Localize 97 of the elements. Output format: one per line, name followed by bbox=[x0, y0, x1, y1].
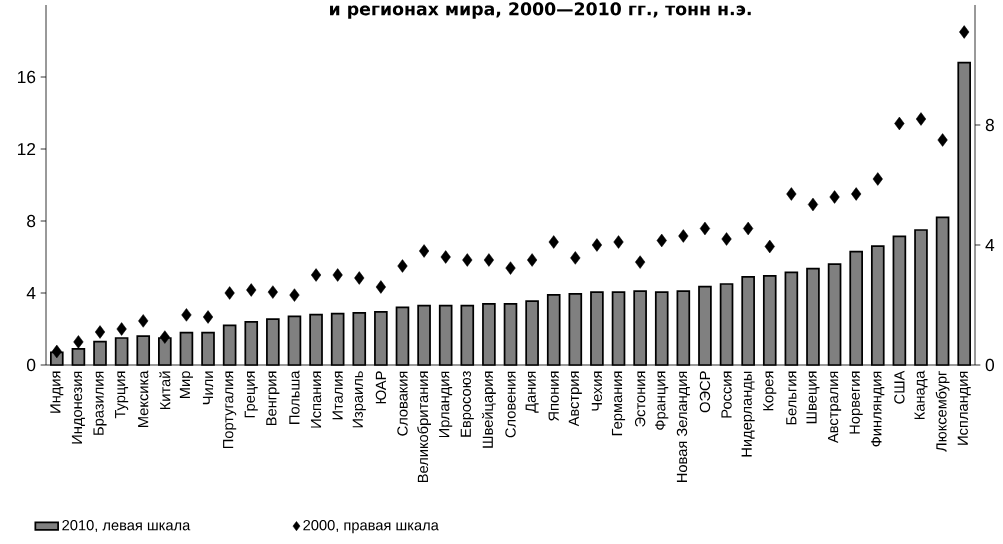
point bbox=[656, 233, 667, 248]
x-tick-label: Чили bbox=[202, 371, 214, 405]
point bbox=[937, 133, 948, 147]
point bbox=[872, 172, 883, 186]
x-tick-label: ОЭСР bbox=[699, 371, 711, 413]
x-tick-label: Испландия bbox=[957, 371, 971, 445]
x-tick-label: Люксембург bbox=[935, 371, 950, 452]
x-tick-label: Финляндия bbox=[871, 371, 885, 447]
point bbox=[894, 116, 905, 131]
point bbox=[764, 239, 775, 254]
y-tick-label: 8 bbox=[27, 214, 36, 228]
x-tick-label: Евросоюз bbox=[460, 371, 474, 437]
x-tick-label: Польша bbox=[289, 370, 300, 424]
point bbox=[721, 232, 732, 246]
y2-tick-label: 0 bbox=[985, 358, 995, 372]
x-tick-label: Израиль bbox=[352, 371, 366, 428]
x-tick-label: Индонезия bbox=[71, 371, 85, 444]
point bbox=[807, 197, 819, 212]
x-tick-label: Нидерланды bbox=[741, 371, 755, 457]
x-tick-label: Швеция bbox=[806, 371, 820, 424]
point bbox=[181, 308, 192, 322]
point bbox=[375, 280, 386, 294]
x-tick-label: Словения bbox=[505, 371, 516, 438]
point bbox=[613, 235, 624, 249]
x-tick-label: Чехия bbox=[591, 371, 603, 411]
point bbox=[289, 288, 300, 302]
x-tick-label: Индия bbox=[50, 371, 64, 413]
point bbox=[94, 325, 106, 339]
x-tick-label: Китай bbox=[159, 371, 171, 410]
point bbox=[224, 286, 235, 300]
point bbox=[743, 221, 754, 236]
point bbox=[73, 335, 84, 349]
x-tick-label: Канада bbox=[914, 370, 928, 420]
x-tick-label: Япония bbox=[548, 371, 559, 421]
point bbox=[548, 235, 559, 249]
point bbox=[851, 187, 862, 201]
x-tick-label: Венгрия bbox=[266, 371, 280, 426]
x-tick-label: Италия bbox=[332, 371, 343, 420]
point bbox=[310, 268, 322, 282]
x-tick-label: Португалия bbox=[223, 371, 237, 449]
y-tick-label: 0 bbox=[26, 358, 36, 372]
x-tick-label: Словакия bbox=[397, 371, 408, 436]
x-tick-label: Ирландия bbox=[439, 371, 453, 438]
point bbox=[138, 314, 149, 328]
x-tick-label: Турция bbox=[115, 371, 129, 419]
point bbox=[699, 221, 711, 236]
point bbox=[440, 250, 451, 264]
point bbox=[915, 112, 927, 126]
x-tick-label: Великобритания bbox=[417, 371, 431, 483]
point bbox=[505, 261, 516, 275]
x-tick-label: Греция bbox=[244, 371, 258, 418]
x-tick-label: Корея bbox=[763, 371, 777, 411]
point bbox=[570, 251, 581, 265]
y2-tick-label: 4 bbox=[985, 239, 995, 251]
x-tick-label: ЮАР bbox=[375, 371, 387, 404]
point bbox=[419, 244, 430, 258]
x-tick-label: Швейцария bbox=[481, 371, 496, 448]
point bbox=[267, 285, 278, 299]
y-tick-label: 16 bbox=[18, 70, 36, 84]
point bbox=[829, 190, 840, 204]
x-tick-label: Австралия bbox=[828, 371, 842, 444]
x-tick-label: Мир bbox=[179, 371, 193, 398]
x-tick-label: Бельгия bbox=[786, 371, 797, 425]
point bbox=[959, 25, 970, 39]
x-tick-label: Испания bbox=[310, 371, 322, 428]
point bbox=[527, 253, 538, 267]
x-tick-label: Германия bbox=[611, 371, 626, 436]
x-tick-label: Франция bbox=[655, 371, 669, 430]
point bbox=[51, 344, 62, 359]
point bbox=[159, 330, 170, 344]
x-tick-label: Россия bbox=[721, 371, 732, 418]
x-tick-label: Новая Зеландия bbox=[676, 371, 690, 482]
point bbox=[116, 322, 127, 336]
point bbox=[483, 253, 494, 267]
point bbox=[354, 271, 365, 285]
x-tick-label: США bbox=[894, 370, 905, 404]
x-tick-label: Мексика bbox=[138, 370, 149, 427]
point bbox=[462, 253, 473, 267]
point bbox=[332, 268, 343, 282]
legend-label: 2000, правая шкала bbox=[303, 520, 439, 534]
point bbox=[678, 229, 689, 243]
point bbox=[591, 238, 602, 252]
point bbox=[246, 283, 257, 297]
x-tick-label: Австрия bbox=[568, 371, 582, 427]
legend-label: 2010, левая шкала bbox=[62, 520, 191, 533]
y-tick-label: 4 bbox=[26, 287, 36, 299]
x-tick-label: Дания bbox=[525, 371, 539, 413]
x-tick-label: Норвегия bbox=[849, 371, 863, 434]
y-tick-label: 12 bbox=[18, 142, 36, 156]
point bbox=[786, 187, 797, 201]
point bbox=[397, 259, 408, 273]
point bbox=[202, 310, 214, 324]
y2-tick-label: 8 bbox=[985, 118, 994, 132]
chart-title: и регионах мира, 2000—2010 гг., тонн н.э. bbox=[330, 2, 751, 19]
x-tick-label: Эстония bbox=[634, 371, 646, 427]
point bbox=[635, 255, 646, 269]
x-tick-label: Бразилия bbox=[93, 371, 107, 435]
